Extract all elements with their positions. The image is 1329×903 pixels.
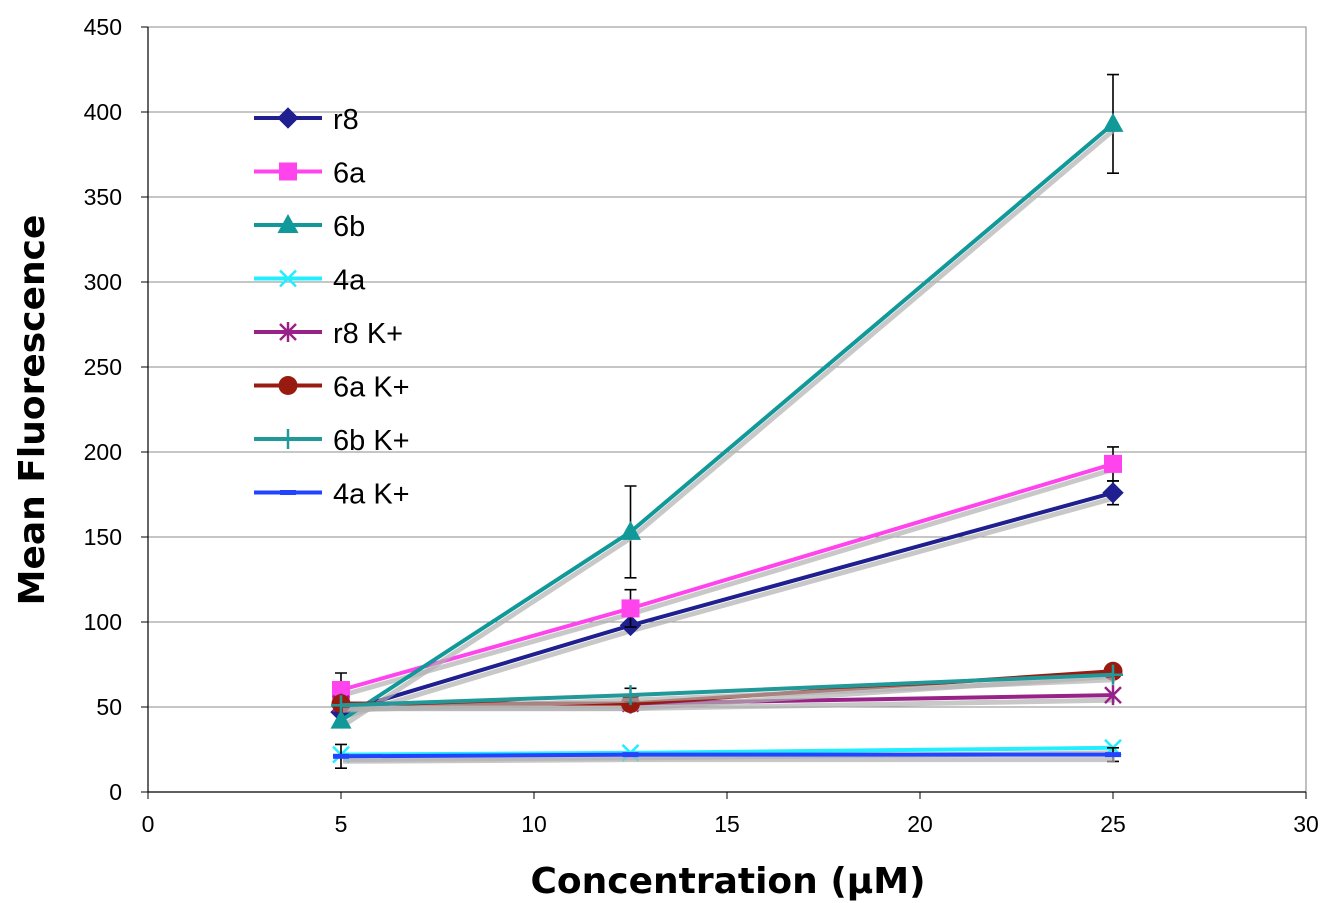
legend-item-r8-k: r8 K+ — [254, 318, 403, 350]
legend-label: 6b — [333, 211, 365, 243]
y-tick-label: 400 — [84, 99, 122, 125]
x-tick-label: 0 — [142, 811, 155, 837]
series-6b-k — [331, 664, 1123, 716]
series-6b — [330, 73, 1124, 729]
legend-item-6a: 6a — [254, 158, 366, 190]
legend-item-6b: 6b — [254, 211, 365, 243]
x-tick-label: 5 — [335, 811, 348, 837]
plot-area — [147, 26, 1307, 793]
legend-label: 6a — [333, 158, 366, 190]
legend-marker — [278, 376, 298, 395]
legend-item-r8: r8 — [254, 104, 359, 136]
data-point — [621, 599, 640, 618]
data-point — [332, 681, 350, 699]
legend-label: r8 — [333, 104, 359, 136]
legend-item-6b-k: 6b K+ — [254, 425, 410, 457]
series-4a-k — [333, 743, 1121, 769]
y-tick-label: 200 — [84, 439, 122, 465]
x-tick-label: 25 — [1100, 811, 1126, 837]
y-tick-label: 300 — [84, 269, 122, 295]
legend-label: 6b K+ — [333, 425, 410, 457]
data-point — [1104, 685, 1122, 706]
data-point — [620, 685, 641, 706]
axes: 0 50 100 150 200 250 300 350 400 450 0 5 10 15 20 25 30 — [84, 14, 1319, 837]
y-tick-label: 250 — [84, 354, 122, 380]
y-tick-label: 50 — [96, 694, 122, 720]
x-axis-title: Concentration (μM) — [530, 861, 925, 902]
legend-marker — [277, 214, 299, 233]
data-point — [1102, 112, 1124, 132]
series-line — [340, 752, 1113, 759]
data-point — [1102, 482, 1124, 504]
series-shadow — [342, 757, 1115, 764]
y-tick-label: 0 — [109, 779, 122, 805]
legend-marker — [278, 429, 298, 449]
series-layer — [330, 73, 1124, 769]
data-point — [330, 709, 352, 729]
data-point — [331, 695, 351, 716]
legend-label: r8 K+ — [333, 318, 403, 350]
x-tick-label: 10 — [521, 811, 547, 837]
legend: r8 6a 6b 4a r8 K+ 6a K+ 6b K+ 4a K+ — [254, 104, 410, 511]
series-shadow — [342, 677, 1116, 713]
legend-marker — [279, 162, 297, 181]
legend-marker — [279, 322, 297, 342]
legend-label: 4a — [333, 265, 366, 297]
y-tick-label: 350 — [84, 184, 122, 210]
data-point — [620, 520, 641, 540]
gridlines — [148, 26, 1306, 708]
y-tick-label: 450 — [84, 14, 122, 40]
legend-item-6a-k: 6a K+ — [254, 372, 410, 404]
legend-item-4a-k: 4a K+ — [254, 479, 410, 511]
legend-marker — [277, 107, 299, 129]
y-axis-title: Mean Fluorescence — [12, 215, 53, 606]
x-tick-label: 30 — [1293, 811, 1319, 837]
data-point — [1104, 454, 1122, 473]
legend-label: 6a K+ — [333, 372, 410, 404]
x-tick-label: 20 — [907, 811, 933, 837]
y-tick-label: 150 — [84, 524, 122, 550]
x-tick-label: 15 — [714, 811, 740, 837]
data-point — [1103, 664, 1123, 685]
legend-marker — [279, 269, 297, 288]
legend-label: 4a K+ — [333, 479, 410, 511]
plot-frame — [147, 26, 1307, 793]
y-tick-label: 100 — [84, 609, 122, 635]
legend-item-4a: 4a — [254, 265, 366, 297]
